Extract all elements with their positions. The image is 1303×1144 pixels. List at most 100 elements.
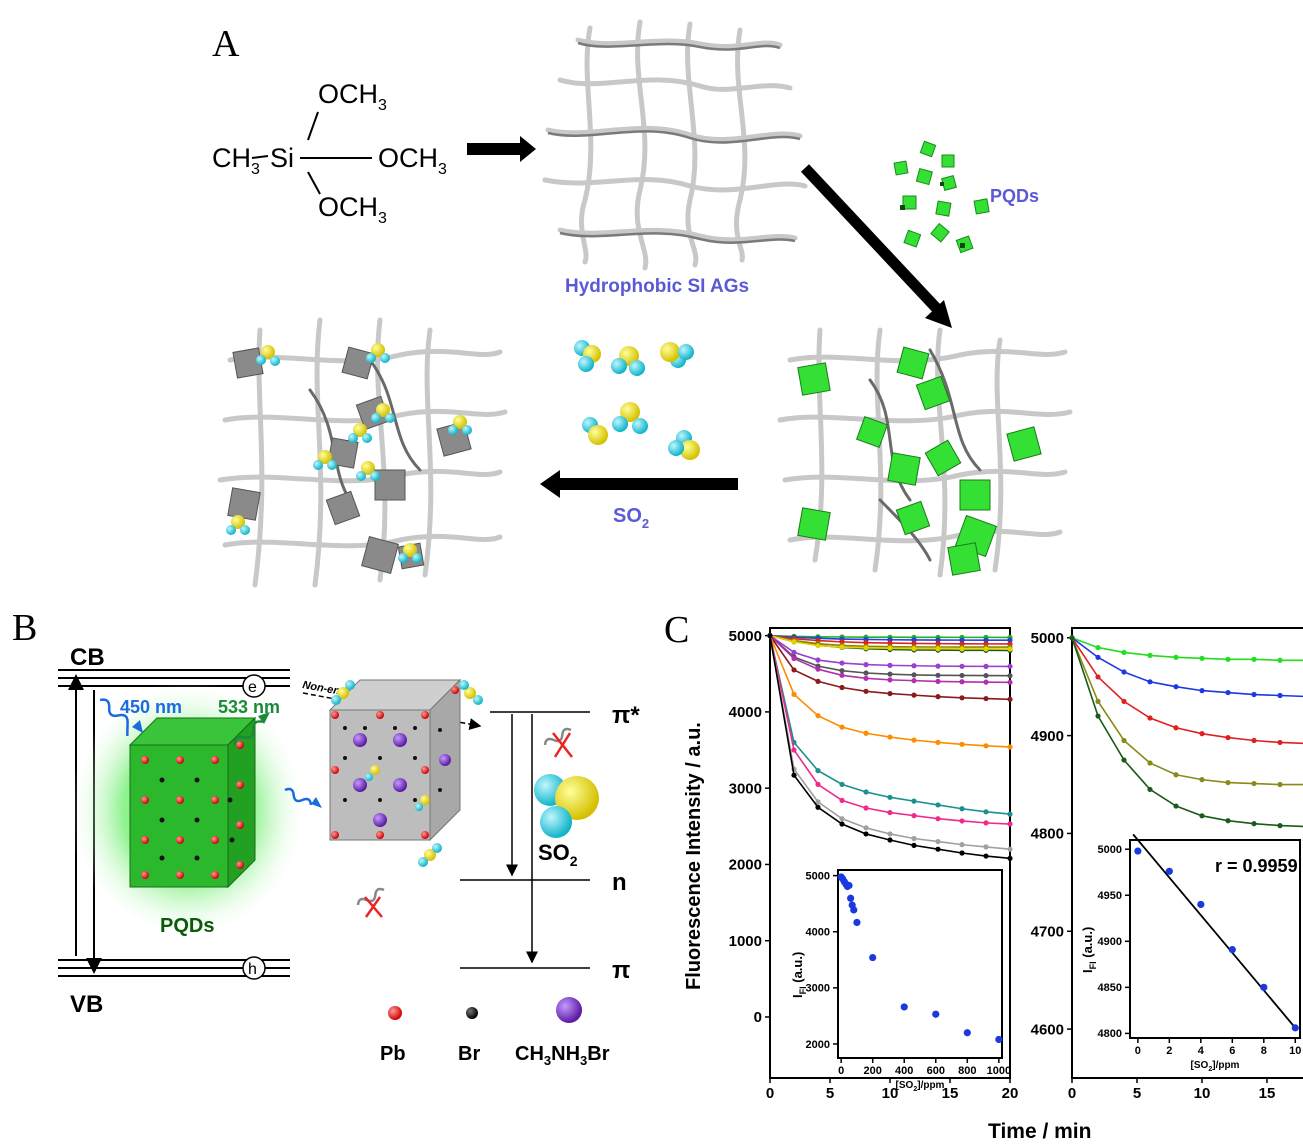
pi-label: π <box>612 957 630 984</box>
silicon-atom: Si <box>270 143 294 173</box>
chart-left-series-point <box>911 692 917 698</box>
chart-left-series-point <box>791 747 797 753</box>
quenched-cube <box>328 678 483 867</box>
chart-left-series-point <box>791 691 797 697</box>
chart-left-series-point <box>887 831 893 837</box>
chart-left-series-point <box>935 739 941 746</box>
chart-right-series-line <box>1071 637 1303 662</box>
ch3-group: CH3 <box>212 143 260 178</box>
chart-right-series-point <box>1121 669 1127 675</box>
chart-left-series-point <box>887 645 893 651</box>
chart-right-series-point <box>1173 654 1179 660</box>
chart-left-inset-point <box>932 1010 940 1018</box>
pqd-cubes <box>893 140 990 254</box>
chart-right-series-point <box>1225 734 1231 741</box>
electron-label: e <box>248 679 257 696</box>
chart-left-inset-point <box>845 881 853 890</box>
chart-left-series-point <box>863 675 869 681</box>
chart-right-xtick-label: 15 <box>1259 1085 1276 1102</box>
y-axis-label: Fluorescence Intensity / a.u. <box>683 722 705 990</box>
chart-left-ytick-label: 0 <box>754 1009 762 1026</box>
chart-left-series-line <box>769 635 1011 860</box>
chart-left-inset-frame <box>837 869 1003 1059</box>
chart-left-series-point <box>959 818 965 824</box>
chart-right-inset-xtick-label: 4 <box>1198 1045 1205 1057</box>
chart-right-ytick-label: 5000 <box>1031 630 1064 647</box>
blocked-emission-icon <box>356 887 385 918</box>
chart-left-inset-xtick-label: 800 <box>958 1065 976 1077</box>
legend-ch3nh3br-label: CH3NH3Br <box>515 1043 610 1068</box>
chart-left-series-point <box>863 688 869 694</box>
chart-left-series-point <box>935 816 941 822</box>
chart-right-inset-fit-line <box>1132 833 1298 1031</box>
chart-left-inset-xtick-label: 0 <box>838 1065 844 1077</box>
chart-right-series-point <box>1173 725 1179 731</box>
chart-left-series-point <box>791 667 797 673</box>
aerogel-shadow <box>547 41 801 244</box>
chart-left-series-point <box>815 768 821 774</box>
chart-right-xtick-label: 5 <box>1133 1085 1141 1102</box>
chart-right-series-line <box>1071 637 1303 828</box>
chart-left-series-point <box>815 781 821 787</box>
atom-legend: Pb Br CH3NH3Br <box>380 997 610 1068</box>
chart-left-series-point <box>911 678 917 684</box>
chart-left-series-point <box>863 662 869 668</box>
chart-right-inset-ytick-label: 4800 <box>1098 1028 1122 1040</box>
chart-left-series-point <box>887 837 893 843</box>
legend-br-label: Br <box>458 1043 480 1065</box>
chart-left-series-point <box>887 640 893 646</box>
chart-right-inset-point <box>1260 983 1268 991</box>
chart-left-series-point <box>1007 846 1013 852</box>
chart-left-series-point <box>911 813 917 819</box>
quenched-composite <box>217 317 508 588</box>
chart-left-series-point <box>935 646 941 652</box>
so2-molecule-large <box>534 774 599 838</box>
chart-left-inset-xtick-label: 600 <box>927 1065 945 1077</box>
chart-left-series-point <box>911 798 917 804</box>
chart-left-series-point <box>959 646 965 652</box>
chart-left-series-point <box>959 806 965 812</box>
perovskite-cube <box>128 716 257 889</box>
chart-left-series-point <box>887 677 893 683</box>
chart-right-series-point <box>1121 698 1127 704</box>
chart-right-series-point <box>1121 737 1127 744</box>
legend-br-marker <box>466 1007 478 1019</box>
chart-right-series-point <box>1199 655 1205 661</box>
chart-right-inset-xtick-label: 2 <box>1166 1045 1172 1057</box>
chart-right-inset-ytick-label: 4900 <box>1098 936 1122 948</box>
quench-photon <box>284 787 322 808</box>
chart-left-series-point <box>959 672 965 679</box>
chart-left-series-point <box>815 804 821 810</box>
chart-right-series-point <box>1121 649 1127 656</box>
chart-left-series-point <box>983 646 989 652</box>
chart-left-ytick-label: 4000 <box>729 704 762 721</box>
chart-right-inset-point <box>1197 900 1205 909</box>
och3-top: OCH3 <box>318 79 387 114</box>
chart-right-series-point <box>1095 644 1101 651</box>
chart-right-inset-xtick-label: 10 <box>1289 1045 1301 1057</box>
pi-star-label: π* <box>612 702 640 729</box>
chart-left-series-point <box>887 671 893 677</box>
hole-label: h <box>248 961 257 978</box>
panel-a-label: A <box>212 23 240 65</box>
chart-left-series-point <box>839 724 845 730</box>
chart-left-series-point <box>815 657 821 663</box>
chart-left-series-point <box>839 660 845 666</box>
chart-left-inset-ytick-label: 2000 <box>806 1039 830 1051</box>
chart-left-series-point <box>839 644 845 650</box>
precursor-molecule: OCH3 CH3 Si OCH3 OCH3 <box>212 79 447 227</box>
chart-left-series-point <box>887 690 893 697</box>
chart-right-inset-annotation: r = 0.9959 <box>1215 856 1298 876</box>
chart-right-series-point <box>1147 679 1153 685</box>
chart-left-series-point <box>815 713 821 719</box>
chart-right-series-point <box>1225 656 1231 662</box>
chart-right-xtick-label: 10 <box>1194 1085 1211 1102</box>
chart-left-series-point <box>1007 646 1013 652</box>
chart-right-ytick-label: 4900 <box>1031 728 1064 745</box>
chart-right-series-point <box>1225 779 1231 786</box>
chart-left-inset-xtick-label: 1000 <box>987 1065 1011 1077</box>
chart-left-series-point <box>767 633 773 639</box>
x-axis-label: Time / min <box>988 1120 1091 1143</box>
chart-right-inset-xtick-label: 6 <box>1229 1045 1235 1057</box>
